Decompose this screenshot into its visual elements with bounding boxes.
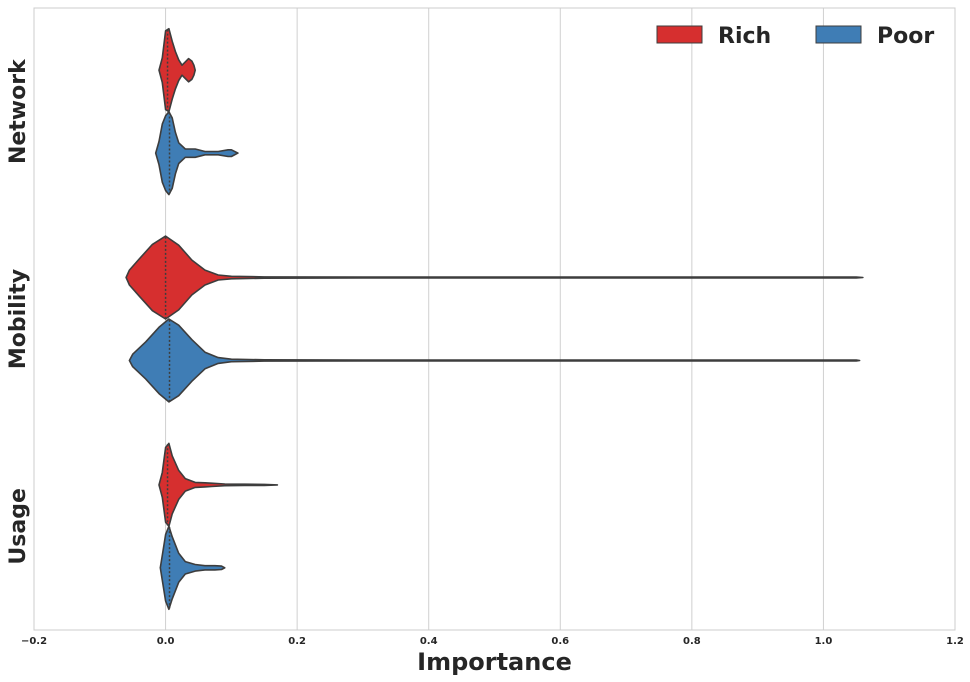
- x-tick-labels: −0.2 0.0 0.2 0.4 0.6 0.8 1.0 1.2: [21, 636, 964, 647]
- violin-poor-mobility: [128, 318, 861, 403]
- category-labels: Network Mobility Usage: [6, 58, 31, 565]
- x-tick-label: 1.0: [815, 636, 833, 647]
- y-category-label: Mobility: [6, 269, 31, 369]
- x-tick-label: 0.2: [288, 636, 306, 647]
- x-tick-label: 0.4: [420, 636, 438, 647]
- violin-poor-network: [154, 110, 239, 196]
- plot-frame: [33, 7, 956, 631]
- grid-lines: [165, 8, 824, 630]
- y-category-label: Network: [6, 58, 31, 164]
- x-tick-label: −0.2: [21, 636, 47, 647]
- legend-swatch-rich: [656, 25, 703, 44]
- y-category-label: Usage: [6, 488, 31, 564]
- legend-label-rich: Rich: [718, 24, 771, 49]
- violins: [125, 27, 864, 611]
- legend: Rich Poor: [656, 24, 934, 49]
- legend-swatch-poor: [815, 25, 862, 44]
- violin-poor-usage: [159, 525, 226, 611]
- violin-rich-usage: [158, 442, 279, 528]
- x-tick-label: 0.0: [157, 636, 175, 647]
- x-axis-title: Importance: [417, 648, 572, 676]
- x-tick-label: 0.6: [551, 636, 569, 647]
- x-tick-label: 1.2: [946, 636, 964, 647]
- x-tick-label: 0.8: [683, 636, 701, 647]
- violin-rich-mobility: [125, 235, 864, 320]
- violin-rich-network: [158, 27, 196, 113]
- legend-label-poor: Poor: [877, 24, 934, 49]
